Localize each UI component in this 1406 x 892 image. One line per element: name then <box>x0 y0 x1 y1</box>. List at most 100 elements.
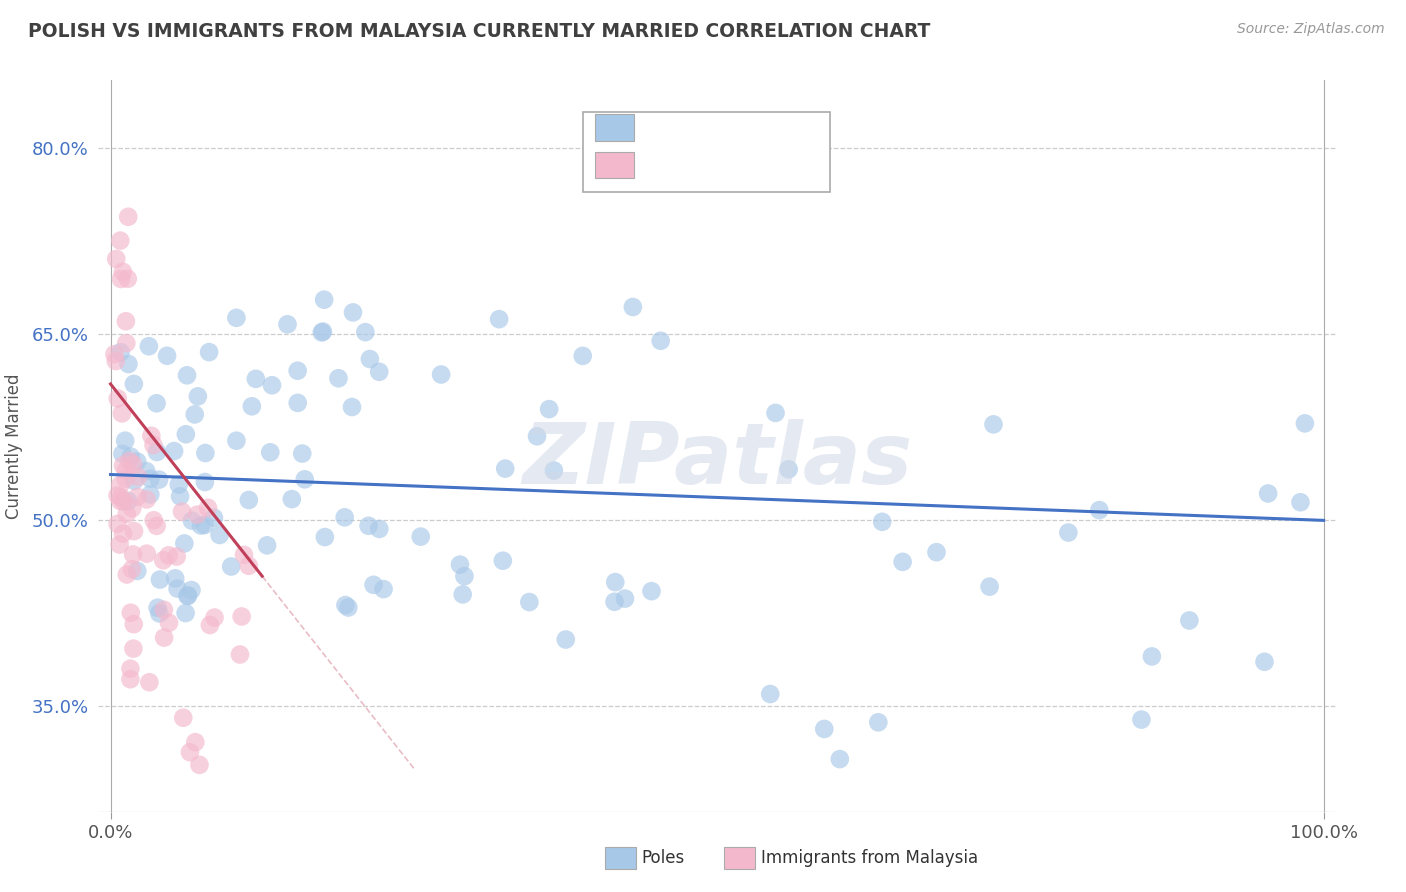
Point <box>167 477 190 491</box>
Point <box>127 490 149 504</box>
Point <box>114 472 136 486</box>
Point <box>112 494 135 508</box>
Point <box>256 538 278 552</box>
Point <box>139 472 162 486</box>
Point <box>517 595 540 609</box>
Point <box>157 615 180 630</box>
Point <box>312 325 335 339</box>
Point <box>115 567 138 582</box>
Point <box>120 662 142 676</box>
Point <box>114 434 136 448</box>
Point <box>359 352 381 367</box>
Point <box>363 578 385 592</box>
Point <box>163 444 186 458</box>
Point <box>122 524 145 538</box>
Point <box>260 378 283 392</box>
Point <box>204 610 226 624</box>
Point <box>187 389 209 403</box>
Point <box>111 265 134 279</box>
Point <box>208 528 231 542</box>
Point <box>135 464 157 478</box>
Point <box>120 450 142 464</box>
Point <box>148 607 170 621</box>
Point <box>233 548 256 562</box>
Point <box>1088 503 1111 517</box>
Point <box>117 272 139 286</box>
Point <box>488 312 510 326</box>
Point <box>1130 713 1153 727</box>
Point <box>121 501 143 516</box>
Point <box>169 489 191 503</box>
Point <box>605 575 627 590</box>
Point <box>650 334 672 348</box>
Point <box>186 508 208 522</box>
Point <box>135 492 157 507</box>
Point <box>184 735 207 749</box>
Point <box>225 434 247 448</box>
Point <box>828 752 851 766</box>
Point <box>281 492 304 507</box>
Point <box>259 445 281 459</box>
Point <box>138 675 160 690</box>
Point <box>314 293 336 307</box>
Point <box>451 587 474 601</box>
Text: R =: R = <box>643 119 682 136</box>
Point <box>891 555 914 569</box>
Point <box>110 494 132 508</box>
Point <box>122 548 145 562</box>
Point <box>108 538 131 552</box>
Point <box>180 583 202 598</box>
Point <box>543 464 565 478</box>
Point <box>127 470 149 484</box>
Point <box>342 305 364 319</box>
Point <box>166 582 188 596</box>
Point <box>153 631 176 645</box>
Point <box>138 339 160 353</box>
Point <box>127 564 149 578</box>
Point <box>453 569 475 583</box>
Point <box>197 500 219 515</box>
Point <box>122 376 145 391</box>
Point <box>174 427 197 442</box>
Text: Source: ZipAtlas.com: Source: ZipAtlas.com <box>1237 22 1385 37</box>
Point <box>153 603 176 617</box>
Point <box>107 488 129 502</box>
Point <box>1289 495 1312 509</box>
Text: R =: R = <box>643 156 682 174</box>
Point <box>492 554 515 568</box>
Point <box>115 336 138 351</box>
Point <box>108 478 131 492</box>
Point <box>122 617 145 632</box>
Point <box>117 357 139 371</box>
Point <box>925 545 948 559</box>
Point <box>146 600 169 615</box>
Point <box>103 347 125 361</box>
Point <box>174 606 197 620</box>
Text: N = 115: N = 115 <box>733 119 807 136</box>
Text: Immigrants from Malaysia: Immigrants from Malaysia <box>761 849 977 867</box>
Point <box>124 474 146 488</box>
Text: -0.134: -0.134 <box>672 155 741 175</box>
Text: Poles: Poles <box>641 849 685 867</box>
Point <box>311 326 333 340</box>
Point <box>194 475 217 489</box>
Point <box>110 490 132 504</box>
Point <box>135 547 157 561</box>
Point <box>145 519 167 533</box>
Point <box>368 365 391 379</box>
Point <box>354 325 377 339</box>
Point <box>640 584 662 599</box>
Point <box>148 473 170 487</box>
Point <box>122 458 145 472</box>
Point <box>179 745 201 759</box>
Point <box>146 445 169 459</box>
Point <box>110 234 132 248</box>
Point <box>1257 486 1279 500</box>
Point <box>198 345 221 359</box>
Point <box>202 510 225 524</box>
Point <box>117 210 139 224</box>
Text: N = 64: N = 64 <box>733 156 796 174</box>
Point <box>122 641 145 656</box>
Point <box>240 399 263 413</box>
Point <box>868 715 890 730</box>
